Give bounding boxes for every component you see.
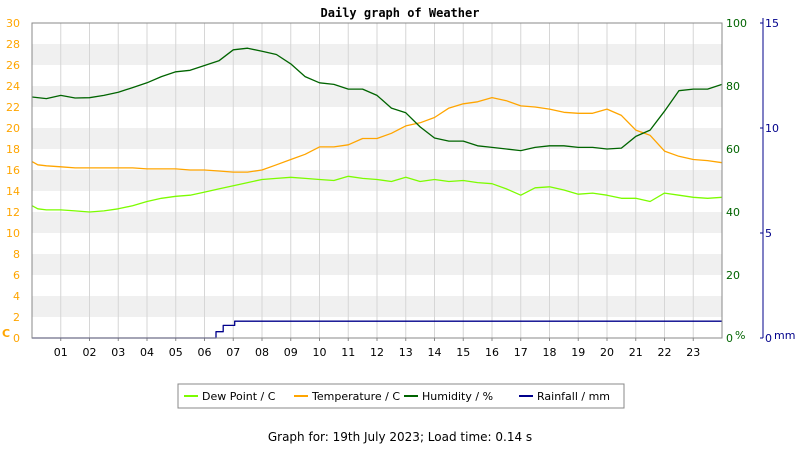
humidity-tick-label: 40 xyxy=(726,206,740,219)
left-tick-label: 20 xyxy=(6,122,20,135)
x-tick-label: 11 xyxy=(341,346,355,359)
legend-label: Temperature / C xyxy=(311,390,400,403)
left-axis-unit: C xyxy=(2,327,10,340)
left-tick-label: 26 xyxy=(6,59,20,72)
left-tick-label: 22 xyxy=(6,101,20,114)
series-line-2 xyxy=(31,47,723,152)
rainfall-tick-label: 15 xyxy=(765,17,779,30)
footer-info: Graph for: 19th July 2023; Load time: 0.… xyxy=(267,430,533,444)
series-line-1 xyxy=(31,96,723,173)
x-tick-label: 08 xyxy=(255,346,269,359)
x-tick-label: 07 xyxy=(226,346,240,359)
left-tick-label: 6 xyxy=(13,269,20,282)
humidity-tick-label: 60 xyxy=(726,143,740,156)
x-tick-label: 14 xyxy=(428,346,442,359)
vertical-grid xyxy=(60,23,694,341)
humidity-tick-label: 100 xyxy=(726,17,747,30)
rainfall-axis-unit: mm xyxy=(774,329,795,342)
rainfall-tick-label: 0 xyxy=(765,332,772,345)
x-tick-label: 02 xyxy=(83,346,97,359)
x-tick-label: 15 xyxy=(456,346,470,359)
right-humidity-axis: 0 20 40 60 80 100 xyxy=(726,17,747,345)
x-tick-label: 19 xyxy=(571,346,585,359)
x-tick-label: 05 xyxy=(169,346,183,359)
right-rainfall-axis: 0 5 10 15 xyxy=(760,17,779,345)
x-tick-label: 22 xyxy=(658,346,672,359)
left-tick-label: 2 xyxy=(13,311,20,324)
left-tick-label: 28 xyxy=(6,38,20,51)
left-tick-label: 18 xyxy=(6,143,20,156)
humidity-tick-label: 0 xyxy=(726,332,733,345)
left-tick-label: 10 xyxy=(6,227,20,240)
humidity-tick-label: 20 xyxy=(726,269,740,282)
left-tick-label: 0 xyxy=(13,332,20,345)
x-tick-label: 10 xyxy=(313,346,327,359)
left-tick-label: 12 xyxy=(6,206,20,219)
plot-border xyxy=(31,22,723,339)
left-tick-label: 30 xyxy=(6,17,20,30)
rainfall-tick-label: 10 xyxy=(765,122,779,135)
x-tick-label: 17 xyxy=(514,346,528,359)
left-tick-label: 14 xyxy=(6,185,20,198)
legend-label: Dew Point / C xyxy=(202,390,276,403)
rainfall-tick-label: 5 xyxy=(765,227,772,240)
left-tick-label: 16 xyxy=(6,164,20,177)
x-tick-label: 04 xyxy=(140,346,154,359)
x-tick-label: 23 xyxy=(686,346,700,359)
x-tick-label: 06 xyxy=(198,346,212,359)
x-tick-label: 09 xyxy=(284,346,298,359)
x-tick-label: 16 xyxy=(485,346,499,359)
x-axis-tick-labels: 01 02 03 04 05 06 07 08 09 10 11 12 13 14 15 16 17 18 19 20… xyxy=(54,346,701,359)
legend-box xyxy=(177,383,625,409)
x-tick-label: 20 xyxy=(600,346,614,359)
humidity-axis-unit: % xyxy=(735,329,745,342)
legend-label: Rainfall / mm xyxy=(537,390,610,403)
x-tick-label: 13 xyxy=(399,346,413,359)
series-line-0 xyxy=(31,175,723,213)
x-tick-label: 18 xyxy=(543,346,557,359)
legend-label: Humidity / % xyxy=(422,390,493,403)
left-tick-label: 4 xyxy=(13,290,20,303)
left-tick-label: 24 xyxy=(6,80,20,93)
x-tick-label: 12 xyxy=(370,346,384,359)
chart-title: Daily graph of Weather xyxy=(321,6,480,20)
left-tick-label: 8 xyxy=(13,248,20,261)
x-tick-label: 21 xyxy=(629,346,643,359)
x-tick-label: 01 xyxy=(54,346,68,359)
legend: Dew Point / C Temperature / C Humidity / %… xyxy=(177,383,625,409)
x-tick-label: 03 xyxy=(111,346,125,359)
humidity-tick-label: 80 xyxy=(726,80,740,93)
